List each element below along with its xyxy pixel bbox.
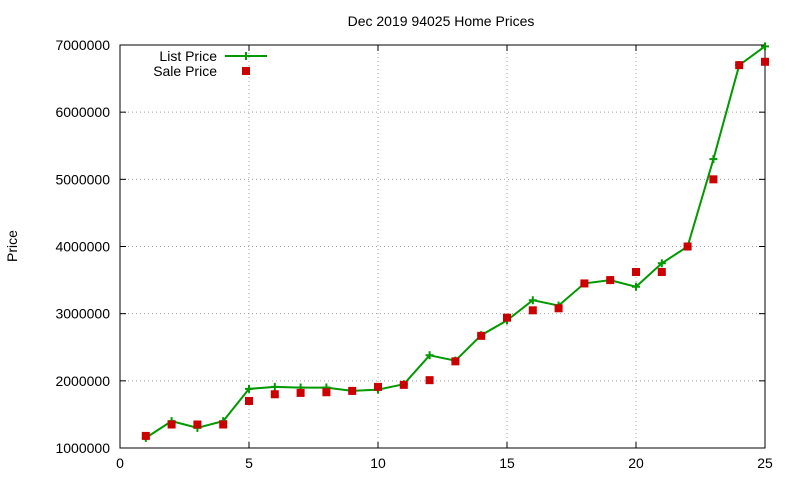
sale-price-point bbox=[735, 61, 744, 70]
y-tick-label: 7000000 bbox=[55, 37, 110, 53]
legend-key-sale-price bbox=[242, 67, 250, 75]
y-tick-label: 6000000 bbox=[55, 104, 110, 120]
sale-price-point bbox=[399, 380, 408, 389]
legend-label-list-price: List Price bbox=[159, 48, 217, 64]
legend: List Price Sale Price bbox=[153, 48, 267, 79]
chart-title: Dec 2019 94025 Home Prices bbox=[348, 13, 535, 29]
list-price-point bbox=[657, 259, 666, 268]
sale-price-point bbox=[477, 331, 486, 340]
sale-price-point bbox=[322, 388, 331, 397]
y-tick-label: 5000000 bbox=[55, 171, 110, 187]
y-tick-label: 4000000 bbox=[55, 239, 110, 255]
legend-label-sale-price: Sale Price bbox=[153, 63, 217, 79]
x-tick-label: 15 bbox=[499, 455, 515, 471]
sale-price-point bbox=[374, 382, 382, 391]
legend-sale-price-marker bbox=[242, 67, 250, 75]
y-tick-label: 3000000 bbox=[55, 306, 110, 322]
sale-price-point bbox=[580, 279, 589, 288]
sale-price-point bbox=[245, 396, 253, 405]
sale-price-point bbox=[503, 313, 511, 322]
x-tick-label: 10 bbox=[370, 455, 386, 471]
sale-price-point bbox=[451, 357, 460, 366]
sale-price-point bbox=[425, 376, 434, 385]
list-price-point bbox=[528, 296, 537, 305]
sale-price-point bbox=[632, 268, 640, 277]
x-tick-label: 20 bbox=[628, 455, 644, 471]
list-price-point bbox=[761, 42, 769, 51]
legend-key-list-price bbox=[225, 52, 267, 60]
sale-price-point bbox=[657, 268, 666, 277]
x-tick-label: 0 bbox=[116, 455, 124, 471]
sale-price-point bbox=[528, 306, 537, 315]
sale-price-point bbox=[296, 388, 305, 397]
sale-price-point bbox=[606, 276, 615, 285]
sale-price-point bbox=[270, 390, 279, 399]
grid-layer bbox=[120, 45, 765, 448]
y-axis-label: Price bbox=[4, 230, 20, 262]
sale-price-point bbox=[709, 175, 718, 184]
sale-price-point bbox=[167, 420, 176, 429]
list-price-point bbox=[245, 384, 253, 393]
list-price-point bbox=[709, 155, 718, 164]
legend-list-price-marker bbox=[242, 52, 250, 60]
series-layer bbox=[141, 42, 769, 442]
list-price-line bbox=[145, 45, 766, 439]
sale-price-point bbox=[761, 57, 769, 66]
sale-price-point bbox=[141, 431, 150, 440]
sale-price-point bbox=[554, 304, 563, 313]
list-price-point bbox=[270, 382, 279, 391]
sale-price-point bbox=[348, 386, 357, 395]
sale-price-point bbox=[683, 242, 692, 251]
y-tick-label: 2000000 bbox=[55, 373, 110, 389]
list-price-point bbox=[425, 351, 434, 360]
y-tick-label: 1000000 bbox=[55, 440, 110, 456]
list-price-point bbox=[632, 282, 640, 291]
ticks-layer: 0 5 10 15 20 25 1000000 2000000 3000000 4000000 50… bbox=[55, 37, 773, 471]
sale-price-point bbox=[219, 420, 228, 429]
x-tick-label: 5 bbox=[245, 455, 253, 471]
x-tick-label: 25 bbox=[757, 455, 773, 471]
sale-price-point bbox=[193, 420, 202, 429]
